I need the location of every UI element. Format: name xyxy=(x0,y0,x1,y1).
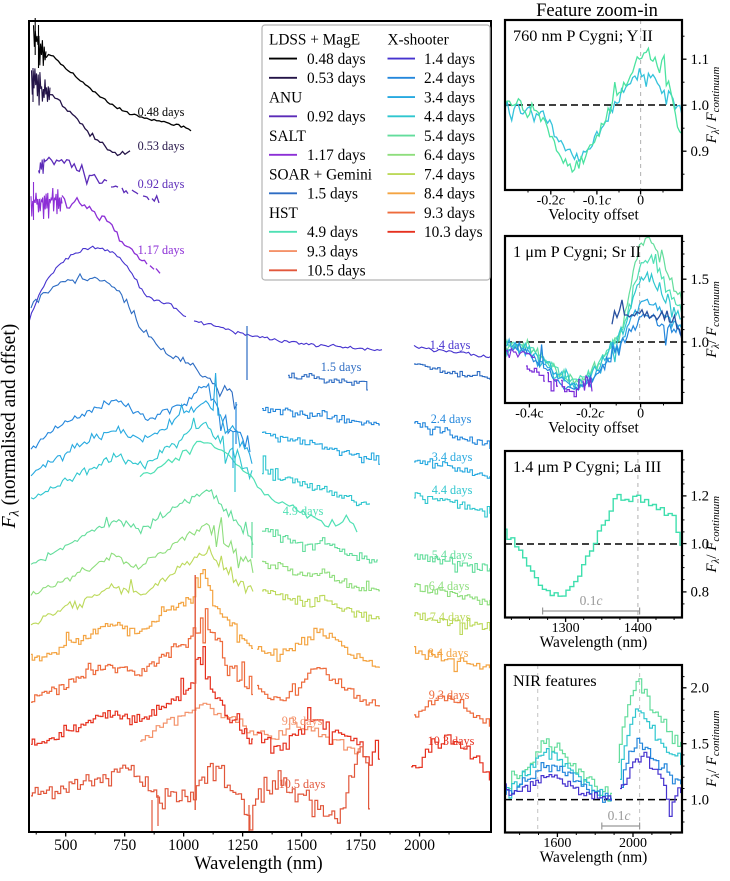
svg-text:1.4 days: 1.4 days xyxy=(424,51,475,68)
svg-text:2.4 days: 2.4 days xyxy=(424,70,475,87)
svg-text:0.92 days: 0.92 days xyxy=(307,109,366,126)
svg-text:Fλ/ Fcontinuum: Fλ/ Fcontinuum xyxy=(704,496,722,574)
svg-text:0.48 days: 0.48 days xyxy=(307,51,366,68)
svg-text:Fλ/ Fcontinuum: Fλ/ Fcontinuum xyxy=(704,710,722,788)
svg-text:1000: 1000 xyxy=(168,837,199,854)
svg-text:4.9 days: 4.9 days xyxy=(283,504,324,518)
svg-text:1500: 1500 xyxy=(286,837,317,854)
svg-text:1.17 days: 1.17 days xyxy=(138,243,185,257)
svg-text:1.1: 1.1 xyxy=(691,52,710,68)
svg-text:3.4 days: 3.4 days xyxy=(432,450,473,464)
svg-text:500: 500 xyxy=(54,837,78,854)
svg-text:1.0: 1.0 xyxy=(691,536,710,552)
svg-text:1.0: 1.0 xyxy=(691,98,710,114)
svg-text:0.53 days: 0.53 days xyxy=(307,70,366,87)
svg-text:0: 0 xyxy=(637,407,644,422)
svg-text:0.9: 0.9 xyxy=(691,144,710,160)
svg-text:0.1c: 0.1c xyxy=(608,808,631,823)
svg-text:ANU: ANU xyxy=(269,89,302,106)
svg-text:Feature zoom-in: Feature zoom-in xyxy=(536,1,658,21)
svg-text:0.53 days: 0.53 days xyxy=(138,139,185,153)
svg-text:10.5 days: 10.5 days xyxy=(279,777,326,791)
svg-text:5.4 days: 5.4 days xyxy=(432,548,473,562)
svg-text:7.4 days: 7.4 days xyxy=(424,166,475,183)
svg-text:1 μm P Cygni; Sr II: 1 μm P Cygni; Sr II xyxy=(513,242,641,261)
svg-text:8.4 days: 8.4 days xyxy=(424,186,475,203)
svg-text:Velocity offset: Velocity offset xyxy=(548,207,639,224)
svg-text:-0.4c: -0.4c xyxy=(515,407,543,422)
svg-text:Fλ/ Fcontinuum: Fλ/ Fcontinuum xyxy=(704,281,722,359)
svg-text:-0.2c: -0.2c xyxy=(537,194,566,209)
svg-text:1.17 days: 1.17 days xyxy=(307,147,366,164)
svg-text:9.3 days: 9.3 days xyxy=(307,243,358,260)
svg-text:1250: 1250 xyxy=(227,837,258,854)
svg-text:2.0: 2.0 xyxy=(691,681,710,697)
svg-text:8.4 days: 8.4 days xyxy=(428,646,469,660)
svg-text:1.0: 1.0 xyxy=(691,335,710,351)
svg-text:4.9 days: 4.9 days xyxy=(307,224,358,241)
svg-text:1.4 days: 1.4 days xyxy=(430,338,471,352)
svg-text:1600: 1600 xyxy=(543,836,571,851)
svg-text:0.48 days: 0.48 days xyxy=(138,105,185,119)
svg-text:0.1c: 0.1c xyxy=(580,593,603,608)
svg-text:9.3 days: 9.3 days xyxy=(282,714,323,728)
svg-text:SALT: SALT xyxy=(269,128,306,145)
svg-text:7.4 days: 7.4 days xyxy=(430,610,471,624)
svg-text:760 nm P Cygni; Y II: 760 nm P Cygni; Y II xyxy=(513,26,653,45)
svg-text:10.3 days: 10.3 days xyxy=(424,224,483,241)
svg-text:-0.1c: -0.1c xyxy=(583,194,612,209)
svg-text:10.5 days: 10.5 days xyxy=(307,263,366,280)
svg-text:NIR features: NIR features xyxy=(513,671,597,690)
svg-text:1.0: 1.0 xyxy=(691,792,710,808)
svg-text:1.5 days: 1.5 days xyxy=(307,186,358,203)
svg-text:LDSS + MagE: LDSS + MagE xyxy=(269,32,360,49)
svg-text:3.4 days: 3.4 days xyxy=(424,89,475,106)
svg-text:SOAR + Gemini: SOAR + Gemini xyxy=(269,166,372,183)
svg-text:1.5 days: 1.5 days xyxy=(321,360,362,374)
svg-text:1.5: 1.5 xyxy=(691,272,710,288)
svg-text:4.4 days: 4.4 days xyxy=(424,109,475,126)
svg-text:Velocity offset: Velocity offset xyxy=(548,420,639,437)
svg-text:1.2: 1.2 xyxy=(691,489,710,505)
svg-text:4.4 days: 4.4 days xyxy=(432,483,473,497)
svg-text:Wavelength (nm): Wavelength (nm) xyxy=(194,854,322,874)
svg-text:2.4 days: 2.4 days xyxy=(431,412,472,426)
svg-text:-0.2c: -0.2c xyxy=(576,407,605,422)
svg-text:0: 0 xyxy=(637,194,644,209)
svg-text:Wavelength (nm): Wavelength (nm) xyxy=(540,634,648,651)
svg-text:1400: 1400 xyxy=(624,621,652,636)
svg-text:Fλ/ Fcontinuum: Fλ/ Fcontinuum xyxy=(704,67,722,145)
svg-text:2000: 2000 xyxy=(619,836,647,851)
svg-text:Fλ (normalised and offset): Fλ (normalised and offset) xyxy=(0,324,23,529)
svg-text:5.4 days: 5.4 days xyxy=(424,128,475,145)
svg-text:1300: 1300 xyxy=(552,621,580,636)
svg-text:Wavelength (nm): Wavelength (nm) xyxy=(540,849,648,866)
svg-text:1.4 μm P Cygni; La III: 1.4 μm P Cygni; La III xyxy=(513,457,661,476)
svg-text:6.4 days: 6.4 days xyxy=(424,147,475,164)
svg-text:2000: 2000 xyxy=(404,837,435,854)
svg-text:6.4 days: 6.4 days xyxy=(429,579,470,593)
svg-text:X-shooter: X-shooter xyxy=(388,32,449,49)
svg-text:750: 750 xyxy=(113,837,137,854)
svg-text:0.92 days: 0.92 days xyxy=(138,177,185,191)
svg-text:9.3 days: 9.3 days xyxy=(429,688,470,702)
svg-text:0.8: 0.8 xyxy=(691,585,710,601)
svg-text:HST: HST xyxy=(269,205,299,222)
svg-text:9.3 days: 9.3 days xyxy=(424,205,475,222)
svg-text:1.5: 1.5 xyxy=(691,737,710,753)
svg-text:1750: 1750 xyxy=(345,837,376,854)
svg-text:10.3 days: 10.3 days xyxy=(428,734,475,748)
